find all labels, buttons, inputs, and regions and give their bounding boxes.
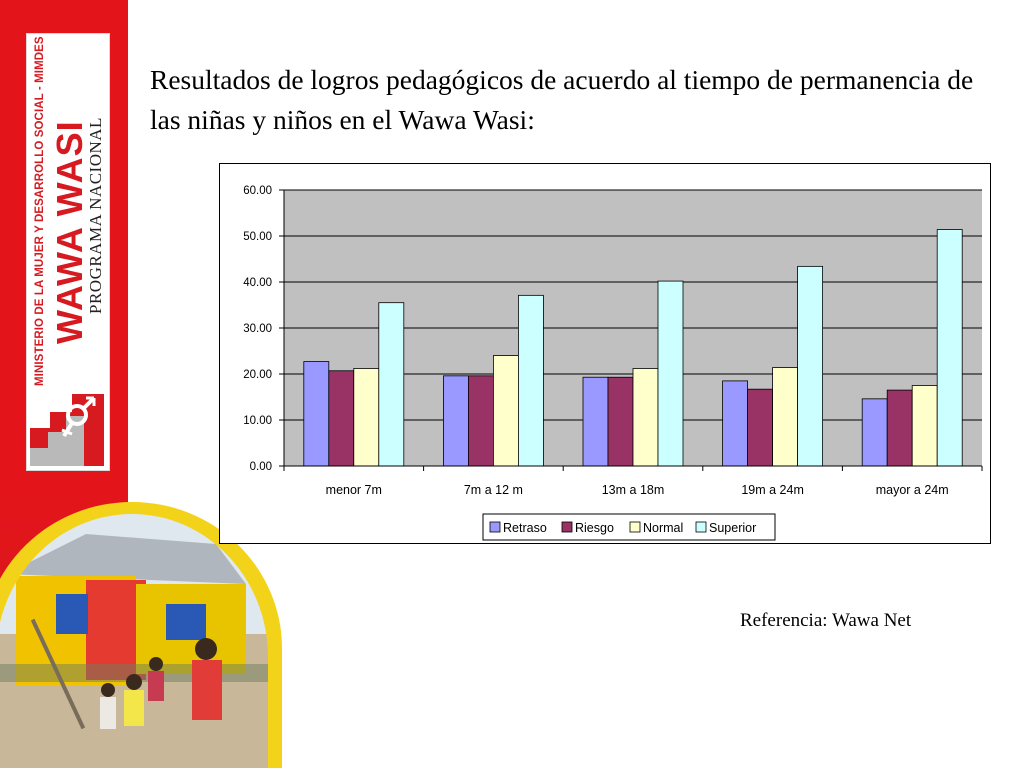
y-tick-label: 50.00	[243, 231, 272, 243]
y-tick-label: 0.00	[250, 461, 272, 473]
bar-riesgo-0	[328, 370, 355, 467]
bar-retraso-1	[442, 375, 469, 467]
bar-chart: 0.00 10.00 20.00 30.00 40.00 50.00 60.00 menor …	[243, 185, 983, 541]
bar-riesgo-2	[607, 376, 634, 467]
legend-label-retraso: Retraso	[503, 521, 547, 535]
legend-swatch-normal	[629, 521, 641, 533]
legend-label-superior: Superior	[709, 521, 756, 535]
legend-swatch-riesgo	[561, 521, 573, 533]
legend-swatch-retraso	[489, 521, 501, 533]
bar-superior-0	[378, 302, 405, 467]
bar-normal-3	[772, 367, 798, 467]
bar-retraso-0	[303, 361, 330, 467]
bar-normal-4	[911, 385, 938, 467]
bar-riesgo-3	[747, 388, 773, 467]
bar-normal-1	[492, 355, 519, 467]
y-tick-label: 40.00	[243, 277, 272, 289]
bar-retraso-3	[722, 380, 749, 467]
bar-superior-2	[657, 280, 684, 467]
logo-ministry-text: MINISTERIO DE LA MUJER Y DESARROLLO SOCI…	[34, 36, 46, 386]
logo-program-text: PROGRAMA NACIONAL	[86, 117, 105, 314]
y-tick-label: 30.00	[243, 323, 272, 335]
children-photo	[0, 514, 268, 768]
logo-name-text: WAWA WASI	[49, 120, 90, 344]
y-tick-label: 20.00	[243, 369, 272, 381]
y-tick-label: 10.00	[243, 415, 272, 427]
legend-label-normal: Normal	[643, 521, 683, 535]
bar-superior-1	[517, 294, 544, 467]
bar-retraso-2	[582, 376, 609, 467]
bar-normal-0	[353, 368, 380, 467]
legend-label-riesgo: Riesgo	[575, 521, 614, 535]
mimdes-symbol-icon	[28, 392, 106, 468]
x-tick-label: menor 7m	[326, 483, 382, 497]
bar-normal-2	[632, 368, 659, 467]
bar-retraso-4	[861, 398, 888, 467]
chart-frame: 0.00 10.00 20.00 30.00 40.00 50.00 60.00 menor …	[219, 163, 991, 544]
bar-superior-3	[797, 265, 823, 467]
x-tick-label: 19m a 24m	[741, 483, 804, 497]
y-tick-label: 60.00	[243, 185, 272, 197]
bar-superior-4	[936, 229, 963, 467]
x-tick-label: 7m a 12 m	[464, 483, 523, 497]
legend-swatch-superior	[695, 521, 707, 533]
x-tick-label: 13m a 18m	[602, 483, 665, 497]
bar-riesgo-1	[467, 375, 494, 467]
reference-note: Referencia: Wawa Net	[740, 610, 912, 631]
slide-title: Resultados de logros pedagógicos de acue…	[150, 64, 974, 135]
legend	[482, 513, 776, 541]
x-tick-label: mayor a 24m	[876, 483, 949, 497]
bar-riesgo-4	[886, 389, 913, 467]
